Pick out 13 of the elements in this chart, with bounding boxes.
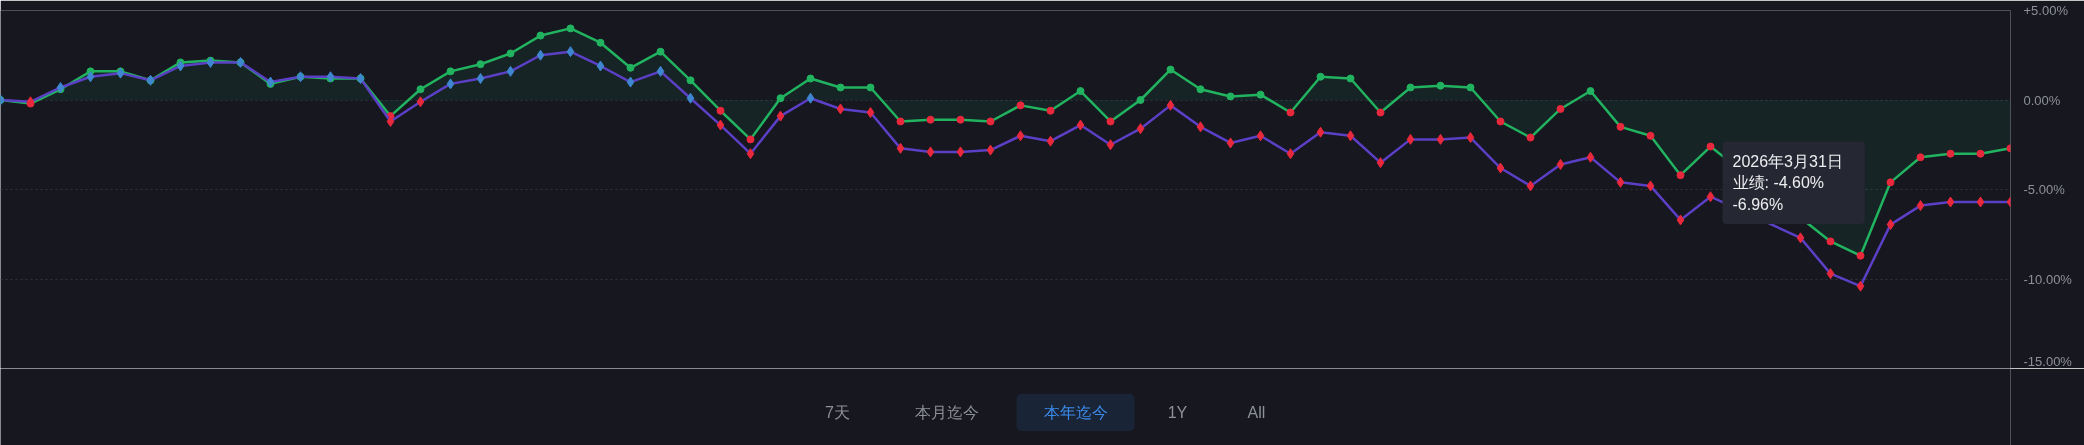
text: 本月迄今 — [914, 404, 979, 421]
text: 1Y — [1167, 404, 1188, 421]
y-tick-label: 0.00% — [2023, 92, 2061, 108]
y-tick-label: -10.00% — [2023, 271, 2073, 287]
y-tick-label: -15.00% — [2023, 353, 2073, 369]
text: 7天 — [825, 404, 850, 421]
annotation: -6.96% — [1732, 196, 1784, 214]
text: All — [1247, 404, 1266, 421]
annotation: 业绩: -4.60% — [1732, 174, 1825, 192]
y-tick-label: +5.00% — [2023, 3, 2069, 18]
annotation: 2026年3月31日 — [1732, 152, 1843, 170]
y-tick-label: -5.00% — [2023, 182, 2066, 197]
text: 本年迄今 — [1043, 404, 1108, 421]
